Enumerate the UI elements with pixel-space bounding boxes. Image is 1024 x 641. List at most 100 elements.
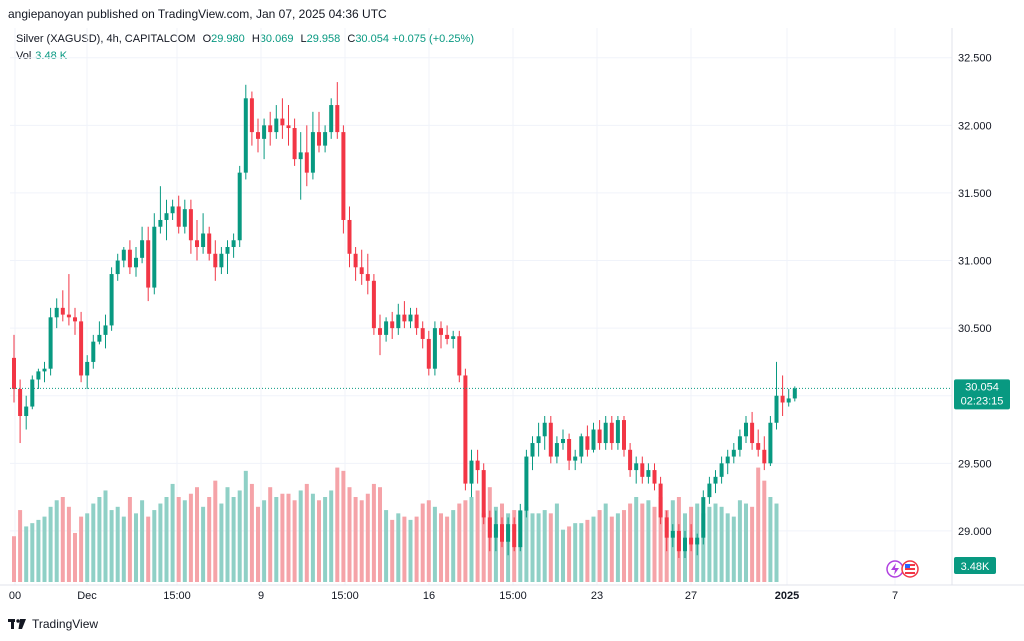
- candle: [152, 213, 157, 295]
- symbol-legend: Silver (XAGUSD), 4h, CAPITALCOM O29.980 …: [16, 33, 474, 45]
- candle-body: [103, 325, 108, 335]
- candle: [231, 233, 236, 258]
- candle: [561, 429, 565, 450]
- volume-bar: [152, 510, 157, 582]
- candle-body: [774, 395, 779, 423]
- candle: [201, 213, 206, 254]
- candle: [109, 267, 114, 331]
- volume-bar: [469, 497, 474, 582]
- candle: [646, 463, 651, 484]
- volume-bar: [713, 503, 718, 582]
- high-value: 30.069: [259, 33, 294, 45]
- volume-legend: Vol 3.48 K: [16, 50, 67, 62]
- candle-body: [603, 422, 608, 444]
- candle: [481, 463, 486, 525]
- volume-bar: [60, 497, 65, 582]
- time-tick-label: Dec: [77, 590, 97, 602]
- candle-body: [750, 422, 755, 444]
- volume-bar: [457, 503, 462, 582]
- candle: [176, 195, 181, 234]
- volume-bar: [701, 513, 706, 582]
- candle: [567, 433, 572, 471]
- candle: [298, 132, 303, 200]
- candle-body: [426, 338, 431, 369]
- volume-bar: [341, 470, 346, 582]
- candle-body: [115, 260, 120, 275]
- candle-body: [475, 460, 480, 471]
- candle-body: [719, 463, 724, 477]
- volume-bar: [408, 519, 413, 582]
- candle-body: [280, 118, 285, 126]
- volume-bar: [280, 493, 285, 582]
- open-value: 29.980: [211, 33, 245, 45]
- candle: [451, 330, 456, 349]
- volume-bar: [188, 493, 193, 582]
- volume-bar: [359, 500, 364, 582]
- candle-body: [756, 443, 761, 450]
- candle-body: [646, 470, 651, 477]
- candle: [146, 226, 151, 302]
- volume-bar: [274, 497, 279, 582]
- volume-bar: [640, 503, 645, 582]
- volume-bar: [24, 526, 29, 582]
- candle: [664, 510, 669, 552]
- volume-bar: [219, 503, 224, 582]
- volume-bar: [97, 497, 102, 582]
- candle: [353, 247, 358, 281]
- candle: [548, 416, 553, 464]
- volume-bar: [390, 519, 395, 582]
- volume-bar: [158, 503, 163, 582]
- volume-bar: [719, 506, 724, 582]
- candle: [18, 379, 23, 444]
- candle-body: [457, 336, 462, 376]
- price-tick-label: 29.500: [958, 458, 992, 470]
- candle: [597, 420, 602, 450]
- volume-bar: [225, 487, 230, 582]
- candle: [530, 436, 535, 471]
- candle-body: [353, 253, 358, 268]
- volume-bar: [646, 500, 651, 582]
- candle-body: [66, 314, 71, 318]
- lightning-icon[interactable]: [886, 560, 904, 578]
- time-tick-label: 9: [258, 590, 264, 602]
- price-axis[interactable]: 32.50032.00031.50031.00030.50030.00029.5…: [958, 53, 992, 538]
- candle-body: [744, 422, 748, 437]
- candle-body: [359, 267, 364, 275]
- candle-body: [42, 368, 47, 372]
- candle-body: [182, 209, 187, 227]
- candle: [310, 111, 315, 180]
- volume-bar: [176, 497, 181, 582]
- candle-body: [432, 328, 437, 369]
- candle: [268, 111, 273, 146]
- candle-body: [731, 449, 736, 457]
- candle-body: [640, 463, 645, 477]
- candle-body: [622, 420, 626, 450]
- us-flag-icon[interactable]: [901, 560, 919, 578]
- candle-body: [768, 422, 773, 464]
- candle-body: [146, 240, 151, 288]
- time-axis[interactable]: 00 Dec 15:00 9 15:00 16 15:00 23 27 2025 7: [9, 590, 898, 602]
- volume-bar: [609, 516, 614, 582]
- candle: [542, 416, 547, 450]
- candle-body: [292, 128, 297, 160]
- candle: [115, 253, 120, 281]
- candle-body: [762, 449, 767, 464]
- volume-bar: [30, 523, 35, 582]
- tradingview-logo-icon: [8, 619, 26, 629]
- candle: [603, 416, 608, 450]
- candle: [256, 118, 260, 153]
- candle-body: [329, 105, 334, 133]
- volume-bar: [524, 506, 529, 582]
- symbol-title[interactable]: Silver (XAGUSD), 4h, CAPITALCOM: [16, 33, 196, 45]
- candle: [378, 314, 382, 356]
- candle-body: [548, 422, 553, 457]
- candle: [469, 449, 474, 498]
- candle-body: [481, 470, 486, 518]
- volume-bar: [213, 480, 218, 582]
- candle-body: [713, 476, 718, 484]
- candle-body: [420, 328, 425, 339]
- volume-bar: [463, 500, 468, 582]
- candle: [280, 98, 285, 139]
- volume-bar: [597, 510, 602, 582]
